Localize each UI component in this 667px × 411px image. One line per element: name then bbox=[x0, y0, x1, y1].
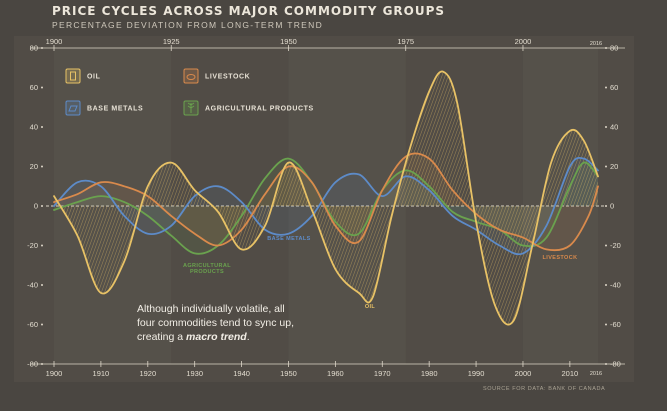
y-tick-label-left: 80 bbox=[30, 44, 38, 53]
series-line-oil bbox=[53, 70, 599, 326]
barrel-shape bbox=[70, 71, 76, 81]
y-tick-dot-right bbox=[605, 363, 607, 365]
livestock-icon bbox=[183, 68, 199, 84]
annotation-line: LIVESTOCK bbox=[543, 255, 578, 261]
wheat-icon bbox=[183, 100, 199, 116]
top-x-tick-label: 1900 bbox=[46, 37, 63, 46]
y-tick-dot-left bbox=[41, 86, 43, 89]
cow-body bbox=[186, 74, 196, 80]
series-area-livestock bbox=[54, 153, 598, 251]
y-tick-label-left: -80 bbox=[27, 360, 38, 369]
y-tick-dot-left bbox=[41, 323, 43, 326]
annotation-line: PRODUCTS bbox=[190, 269, 224, 275]
legend-icon-box bbox=[65, 100, 81, 116]
y-tick-dot-right bbox=[605, 205, 607, 207]
bottom-x-tick-label: 1940 bbox=[233, 369, 250, 378]
page-title: PRICE CYCLES ACROSS MAJOR COMMODITY GROU… bbox=[52, 4, 446, 18]
wheat-grain bbox=[187, 102, 195, 109]
page-subtitle: PERCENTAGE DEVIATION FROM LONG-TERM TREN… bbox=[52, 20, 324, 30]
y-tick-label-left: 60 bbox=[30, 83, 38, 92]
y-tick-label-right: -60 bbox=[610, 320, 621, 329]
bottom-x-end-label: 2016 bbox=[590, 371, 602, 377]
bottom-x-tick-label: 1960 bbox=[327, 369, 344, 378]
bottom-x-tick-label: 1980 bbox=[421, 369, 438, 378]
series-line-base-metals bbox=[53, 156, 599, 256]
y-tick-label-right: -20 bbox=[610, 241, 621, 250]
series-line-livestock bbox=[53, 152, 599, 252]
y-tick-dot-right bbox=[605, 86, 607, 89]
ingot-shape bbox=[68, 105, 78, 112]
series-line-agricultural-products bbox=[53, 157, 599, 255]
y-tick-dot-right bbox=[605, 244, 607, 247]
legend-label: OIL bbox=[87, 74, 101, 81]
y-tick-dot-right bbox=[605, 284, 607, 286]
y-tick-label-left: -40 bbox=[27, 281, 38, 290]
note-line-2: four commodities tend to sync up, bbox=[137, 317, 294, 329]
y-tick-label-left: 40 bbox=[30, 123, 38, 132]
bottom-x-tick-label: 1990 bbox=[468, 369, 485, 378]
legend-item-base-metals: BASE METALS bbox=[65, 100, 143, 116]
y-tick-label-left: -20 bbox=[27, 241, 38, 250]
y-tick-dot-left bbox=[41, 47, 43, 49]
y-tick-label-right: 40 bbox=[610, 123, 618, 132]
bottom-x-tick-label: 1920 bbox=[139, 369, 156, 378]
annotation-agricultural-products: AGRICULTURAL PRODUCTS bbox=[183, 263, 231, 275]
legend-label: BASE METALS bbox=[87, 106, 143, 113]
legend-item-livestock: LIVESTOCK bbox=[183, 68, 250, 84]
y-tick-dot-left bbox=[41, 126, 43, 128]
y-tick-dot-right bbox=[605, 47, 607, 49]
y-tick-label-left: -60 bbox=[27, 320, 38, 329]
bottom-x-tick-label: 1910 bbox=[93, 369, 110, 378]
y-tick-label-left: 20 bbox=[30, 162, 38, 171]
y-tick-dot-right bbox=[605, 165, 607, 168]
y-tick-label-right: -40 bbox=[610, 281, 621, 290]
top-x-tick-label: 1925 bbox=[163, 37, 180, 46]
annotation-base-metals: BASE METALS bbox=[267, 236, 310, 242]
y-tick-label-right: 80 bbox=[610, 44, 618, 53]
y-tick-dot-left bbox=[41, 244, 43, 247]
legend-item-agricultural-products: AGRICULTURAL PRODUCTS bbox=[183, 100, 314, 116]
y-tick-label-right: 60 bbox=[610, 83, 618, 92]
note-line-3: creating a bbox=[137, 331, 187, 343]
base-metals-icon bbox=[65, 100, 81, 116]
y-tick-dot-right bbox=[605, 323, 607, 326]
legend-label: AGRICULTURAL PRODUCTS bbox=[205, 106, 314, 113]
annotation-livestock: LIVESTOCK bbox=[543, 255, 578, 261]
bottom-x-tick-label: 1950 bbox=[280, 369, 297, 378]
note-emphasis: macro trend bbox=[186, 331, 247, 343]
top-x-tick-label: 1950 bbox=[280, 37, 297, 46]
y-tick-dot-left bbox=[41, 205, 43, 207]
chart-note: Although individually volatile, all four… bbox=[137, 302, 337, 344]
y-tick-dot-left bbox=[41, 165, 43, 168]
y-tick-label-right: 0 bbox=[610, 202, 614, 211]
annotation-line: AGRICULTURAL bbox=[183, 263, 231, 269]
y-tick-label-right: -80 bbox=[610, 360, 621, 369]
bottom-x-tick-label: 1900 bbox=[46, 369, 63, 378]
annotation-oil: OIL bbox=[365, 304, 376, 310]
top-x-end-label: 2016 bbox=[590, 41, 602, 47]
annotation-line: OIL bbox=[365, 304, 376, 310]
legend-label: LIVESTOCK bbox=[205, 74, 250, 81]
y-tick-label-right: 20 bbox=[610, 162, 618, 171]
top-x-tick-label: 1975 bbox=[397, 37, 414, 46]
bottom-x-tick-label: 2000 bbox=[515, 369, 532, 378]
bottom-x-tick-label: 1970 bbox=[374, 369, 391, 378]
oil-barrel-icon bbox=[65, 68, 81, 84]
annotation-line: BASE METALS bbox=[267, 236, 310, 242]
y-tick-dot-left bbox=[41, 284, 43, 286]
note-line-1: Although individually volatile, all bbox=[137, 303, 285, 315]
bottom-x-tick-label: 2010 bbox=[562, 369, 579, 378]
top-x-tick-label: 2000 bbox=[515, 37, 532, 46]
legend-icon-box bbox=[183, 68, 199, 84]
y-tick-dot-right bbox=[605, 126, 607, 128]
source-credit: SOURCE FOR DATA: BANK OF CANADA bbox=[483, 386, 606, 392]
y-tick-dot-left bbox=[41, 363, 43, 365]
legend-item-oil: OIL bbox=[65, 68, 101, 84]
y-tick-label-left: 0 bbox=[34, 202, 38, 211]
bottom-x-tick-label: 1930 bbox=[186, 369, 203, 378]
legend-icon-box bbox=[65, 68, 81, 84]
note-period: . bbox=[246, 331, 250, 343]
